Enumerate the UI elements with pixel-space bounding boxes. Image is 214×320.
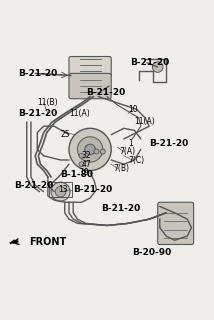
FancyBboxPatch shape — [69, 57, 111, 78]
Text: B-21-20: B-21-20 — [86, 88, 125, 97]
Circle shape — [152, 62, 163, 72]
Text: B-1-80: B-1-80 — [61, 170, 94, 179]
Text: FRONT: FRONT — [29, 237, 66, 247]
Circle shape — [79, 162, 84, 167]
Text: 32: 32 — [82, 151, 91, 160]
Circle shape — [79, 153, 84, 158]
Text: B-21-20: B-21-20 — [130, 58, 169, 67]
Text: B-21-20: B-21-20 — [101, 204, 140, 213]
Text: B-21-20: B-21-20 — [18, 109, 58, 118]
Text: B-21-20: B-21-20 — [14, 181, 53, 190]
Circle shape — [77, 137, 103, 162]
Circle shape — [55, 187, 66, 197]
Text: 11(B): 11(B) — [37, 99, 58, 108]
FancyBboxPatch shape — [158, 202, 194, 244]
Text: 11(A): 11(A) — [69, 109, 90, 118]
Text: B-21-20: B-21-20 — [18, 69, 58, 78]
Text: B-20-90: B-20-90 — [132, 248, 172, 257]
Polygon shape — [10, 240, 18, 244]
FancyBboxPatch shape — [69, 73, 111, 99]
Text: 47: 47 — [82, 160, 91, 169]
Text: 7(C): 7(C) — [128, 156, 144, 164]
Text: 7(B): 7(B) — [113, 164, 129, 173]
Circle shape — [94, 149, 99, 154]
Text: B-21-20: B-21-20 — [73, 185, 112, 194]
Circle shape — [100, 149, 105, 154]
Circle shape — [69, 128, 111, 171]
Circle shape — [85, 144, 95, 155]
Text: 19: 19 — [80, 168, 89, 177]
Text: 10: 10 — [128, 105, 138, 114]
Text: 25: 25 — [61, 130, 70, 139]
Text: 1: 1 — [128, 139, 133, 148]
Text: 11(A): 11(A) — [134, 117, 155, 126]
Text: 13: 13 — [58, 185, 68, 194]
Circle shape — [51, 182, 70, 201]
Text: B-21-20: B-21-20 — [149, 139, 189, 148]
Text: 7(A): 7(A) — [120, 147, 136, 156]
